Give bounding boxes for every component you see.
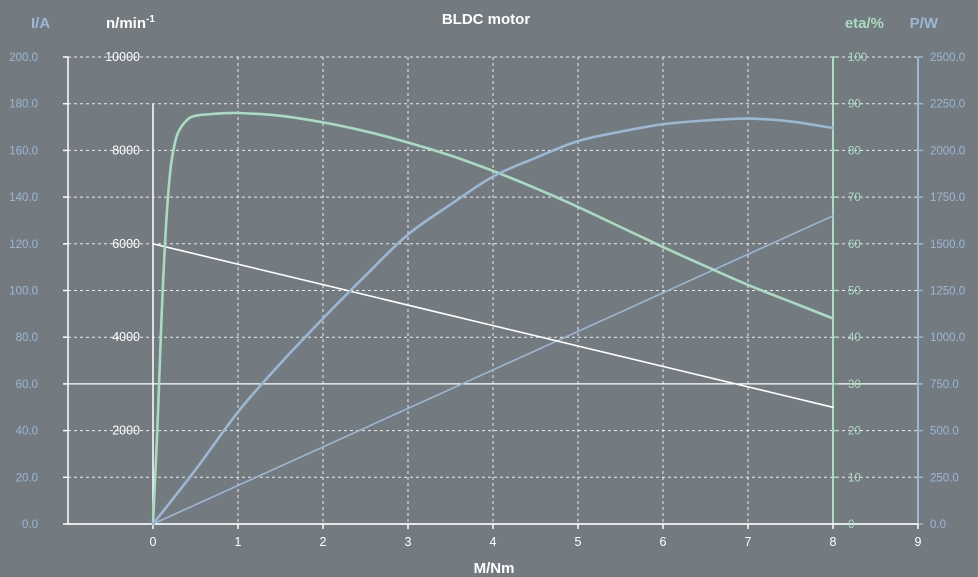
tick-labels-layer: 0.020.040.060.080.0100.0120.0140.0160.01…	[9, 50, 965, 549]
x-tick-label: 2	[320, 535, 327, 549]
power-tick-label: 0.0	[930, 519, 946, 531]
current-tick-label: 100.0	[9, 286, 38, 298]
power-tick-label: 1750.0	[930, 192, 965, 204]
current-axis-label: I/A	[31, 15, 50, 32]
power-tick-label: 1250.0	[930, 286, 965, 298]
efficiency-tick-label: 0	[848, 519, 854, 531]
power-tick-label: 2000.0	[930, 145, 965, 157]
current-tick-label: 120.0	[9, 239, 38, 251]
speed-axis-label: n/min-1	[106, 14, 155, 32]
power-tick-label: 1000.0	[930, 332, 965, 344]
efficiency-tick-label: 80	[848, 145, 861, 157]
speed-axis-label-text: n/min	[106, 15, 146, 32]
speed-tick-label: 6000	[112, 237, 140, 251]
efficiency-tick-label: 50	[848, 286, 861, 298]
current-tick-label: 20.0	[16, 472, 38, 484]
efficiency-tick-label: 100	[848, 52, 867, 64]
efficiency-tick-label: 20	[848, 426, 861, 438]
x-tick-label: 9	[915, 535, 922, 549]
x-tick-label: 8	[830, 535, 837, 549]
power-tick-label: 750.0	[930, 379, 959, 391]
current-tick-label: 80.0	[16, 332, 38, 344]
power-series-line	[151, 117, 835, 526]
x-tick-label: 0	[150, 535, 157, 549]
current-tick-label: 200.0	[9, 52, 38, 64]
power-tick-label: 2250.0	[930, 99, 965, 111]
speed-tick-label: 4000	[112, 330, 140, 344]
speed-tick-label: 8000	[112, 143, 140, 157]
x-tick-label: 6	[660, 535, 667, 549]
x-tick-label: 7	[745, 535, 752, 549]
efficiency-tick-label: 70	[848, 192, 861, 204]
speed-series-line	[152, 243, 834, 409]
power-tick-label: 1500.0	[930, 239, 965, 251]
current-tick-label: 40.0	[16, 426, 38, 438]
speed-tick-label: 10000	[105, 50, 140, 64]
current-tick-label: 0.0	[22, 519, 38, 531]
power-tick-label: 250.0	[930, 472, 959, 484]
current-tick-label: 160.0	[9, 145, 38, 157]
power-tick-label: 2500.0	[930, 52, 965, 64]
power-tick-label: 500.0	[930, 426, 959, 438]
efficiency-tick-label: 90	[848, 99, 861, 111]
speed-axis-label-sup: -1	[146, 14, 155, 25]
speed-tick-label: 2000	[112, 424, 140, 438]
efficiency-tick-label: 60	[848, 239, 861, 251]
x-tick-label: 4	[490, 535, 497, 549]
series-layer	[151, 111, 835, 526]
efficiency-tick-label: 10	[848, 472, 861, 484]
axes-layer	[63, 56, 923, 529]
x-tick-label: 3	[405, 535, 412, 549]
current-series-line	[152, 215, 834, 525]
efficiency-axis-label: eta/%	[845, 15, 884, 32]
efficiency-series-line	[151, 111, 835, 526]
x-tick-label: 1	[235, 535, 242, 549]
efficiency-tick-label: 40	[848, 332, 861, 344]
x-axis-label: M/Nm	[474, 560, 515, 577]
chart-title: BLDC motor	[442, 11, 530, 28]
power-axis-label: P/W	[910, 15, 939, 32]
efficiency-tick-label: 30	[848, 379, 861, 391]
x-tick-label: 5	[575, 535, 582, 549]
current-tick-label: 140.0	[9, 192, 38, 204]
current-tick-label: 60.0	[16, 379, 38, 391]
current-tick-label: 180.0	[9, 99, 38, 111]
